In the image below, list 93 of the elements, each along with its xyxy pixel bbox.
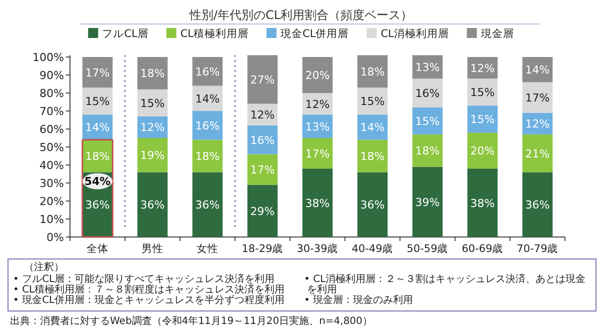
bar <box>137 57 168 90</box>
data-label: 18% <box>415 144 440 158</box>
bar <box>82 57 113 88</box>
y-tick-label: 0% <box>46 231 64 244</box>
x-tick-label: 60-69歳 <box>462 242 504 255</box>
data-label: 27% <box>250 74 275 86</box>
y-tick-label: 30% <box>40 177 64 190</box>
bar <box>137 172 168 237</box>
data-label: 14% <box>360 121 385 134</box>
data-label: 17% <box>85 66 110 80</box>
data-label: 20% <box>470 144 495 158</box>
data-label: 29% <box>250 204 275 218</box>
data-label: 18% <box>85 150 110 163</box>
data-label: 21% <box>525 147 550 160</box>
x-tick-label: 全体 <box>86 243 108 255</box>
bar <box>247 184 278 237</box>
bar <box>412 134 443 167</box>
data-label: 14% <box>195 92 220 106</box>
bar <box>467 168 498 237</box>
data-label: 39% <box>415 196 440 209</box>
x-tick-label: 女性 <box>196 243 218 255</box>
bar <box>302 168 333 237</box>
y-tick-label: 20% <box>40 195 64 208</box>
y-tick-label: 90% <box>40 69 64 82</box>
data-label: 36% <box>195 198 220 212</box>
y-tick-label: 70% <box>40 105 64 118</box>
legend-label: CL消極利用層 <box>380 27 449 40</box>
bar <box>522 82 553 113</box>
data-label: 15% <box>140 96 165 110</box>
bar <box>357 55 388 88</box>
x-tick-label: 50-59歳 <box>406 242 448 255</box>
data-label: 14% <box>85 121 110 134</box>
data-label: 38% <box>305 196 330 210</box>
data-label: 15% <box>470 86 495 100</box>
data-label: 16% <box>195 119 220 132</box>
x-tick-label: 18-29歳 <box>242 242 284 255</box>
data-label: 20% <box>305 69 330 82</box>
data-label: 12% <box>525 118 550 131</box>
x-tick-label: 男性 <box>142 243 164 255</box>
data-label: 12% <box>140 121 165 134</box>
bar <box>522 172 553 237</box>
bar <box>357 172 388 237</box>
data-label: 13% <box>415 60 440 74</box>
data-label: 12% <box>250 108 275 122</box>
data-label: 36% <box>360 198 385 212</box>
x-tick-label: 30-39歳 <box>296 242 338 255</box>
data-label: 18% <box>360 150 385 163</box>
data-label: 18% <box>360 65 385 78</box>
y-tick-label: 40% <box>40 159 64 172</box>
data-label: 36% <box>525 198 550 212</box>
data-label: 15% <box>470 113 495 126</box>
data-label: 16% <box>250 134 275 147</box>
source-note: 出典：消費者に対するWeb調査（令和4年11月19～11月20日実施、n=4,800） <box>10 315 372 327</box>
data-label: 16% <box>195 65 220 78</box>
bar <box>412 166 443 237</box>
bar <box>192 172 223 237</box>
data-label: 12% <box>470 62 495 75</box>
legend-label: 現金CL併用層 <box>280 28 349 40</box>
data-label: 17% <box>250 164 275 176</box>
bar <box>467 132 498 169</box>
data-label: 18% <box>195 150 220 163</box>
x-tick-label: 40-49歳 <box>352 242 394 255</box>
x-tick-label: 70-79歳 <box>516 242 558 255</box>
legend-label: CL積極利用層 <box>180 27 248 40</box>
data-label: 19% <box>140 149 165 162</box>
y-tick-label: 100% <box>32 51 64 64</box>
data-label: 17% <box>525 92 550 104</box>
data-label: 14% <box>525 64 550 77</box>
bar <box>522 134 553 172</box>
bar <box>302 57 333 93</box>
bar <box>247 154 278 185</box>
data-label: 36% <box>85 198 110 212</box>
bar <box>302 138 333 169</box>
data-label: 12% <box>305 98 330 111</box>
data-label: 15% <box>85 95 110 108</box>
y-tick-label: 80% <box>40 87 64 100</box>
y-tick-label: 60% <box>40 123 64 136</box>
bar <box>137 138 168 172</box>
data-label: 15% <box>415 114 440 128</box>
data-label: 38% <box>470 196 495 210</box>
data-label: 15% <box>360 95 385 108</box>
legend-label: 現金層 <box>480 28 514 40</box>
data-label: 16% <box>415 87 440 100</box>
data-label: 36% <box>140 198 165 212</box>
bar <box>247 55 278 104</box>
chart-title: 性別/年代別のCL利用割合（頻度ベース） <box>188 8 413 22</box>
data-label: 13% <box>305 120 330 134</box>
y-tick-label: 10% <box>40 213 64 226</box>
data-label: 18% <box>140 67 165 80</box>
legend-label: フルCL層 <box>102 28 148 40</box>
notes: （注釈） • フルCL層：可能な限りすべてキャッシュレス決済を利用 • CL積極利用層：７～８割程度はキャッシュレス決済を利用 • 現金CL併用層：現金とキャッシュレスを半分ずつ程度利用 • CL消極利用層：２～３割はキャッシュレス決済、あとは現金を利用 • 現金層：現金のみ利用 <box>8 258 596 312</box>
y-tick-label: 50% <box>40 141 64 154</box>
data-label: 17% <box>305 147 330 160</box>
